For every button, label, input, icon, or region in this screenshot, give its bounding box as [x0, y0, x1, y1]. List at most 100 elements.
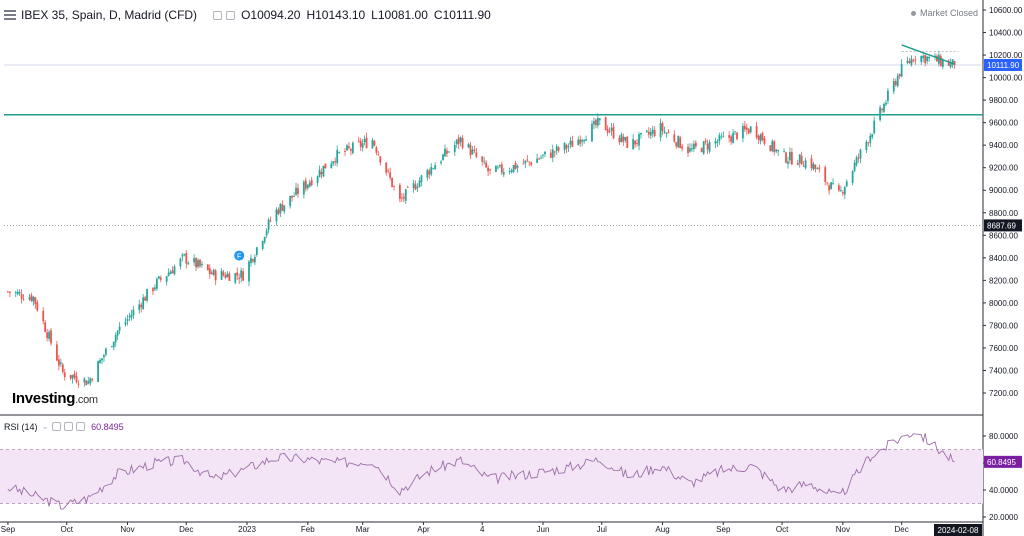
- candle-down: [297, 188, 299, 195]
- candle-up: [934, 55, 936, 57]
- settings-icon[interactable]: [226, 10, 236, 20]
- candle-up: [583, 139, 586, 142]
- candle-up: [900, 64, 903, 77]
- candle-up: [197, 259, 199, 267]
- price-tick-label: 9200.00: [989, 164, 1018, 173]
- rsi-visibility-icon[interactable]: [52, 422, 62, 431]
- rsi-dropdown-icon[interactable]: ⌄: [41, 421, 50, 431]
- candle-up: [816, 168, 819, 170]
- candle-up: [308, 182, 311, 187]
- candle-up: [130, 314, 133, 318]
- candle-up: [455, 139, 458, 145]
- candle-up: [632, 139, 635, 150]
- candle-down: [594, 119, 597, 126]
- candle-up: [787, 161, 789, 164]
- candle-up: [412, 183, 415, 189]
- candle-down: [661, 123, 664, 131]
- rsi-more-icon[interactable]: [76, 422, 86, 431]
- event-marker-glyph: F: [237, 254, 241, 261]
- candle-up: [512, 165, 515, 173]
- event-marker-icon[interactable]: [234, 250, 245, 261]
- candle-down: [402, 196, 405, 199]
- candle-up: [179, 258, 182, 267]
- candle-up: [720, 136, 723, 138]
- candle-up: [689, 148, 691, 152]
- candle-up: [551, 149, 554, 158]
- candle-up: [718, 135, 721, 142]
- candle-up: [418, 180, 421, 188]
- time-tick-label: Nov: [120, 525, 134, 534]
- candle-down: [745, 127, 748, 130]
- candle-down: [22, 298, 25, 300]
- candle-down: [199, 259, 201, 267]
- reference-price-badge-label: 8687.69: [987, 221, 1016, 230]
- candle-up: [855, 157, 858, 165]
- candle-down: [46, 332, 49, 339]
- candle-down: [50, 330, 52, 344]
- candle-up: [645, 130, 648, 132]
- candle-up: [663, 131, 666, 133]
- candle-down: [679, 137, 682, 149]
- candle-up: [351, 142, 354, 153]
- candle-down: [704, 140, 707, 143]
- candle-up: [83, 378, 86, 383]
- candle-up: [193, 258, 196, 263]
- candle-up: [453, 145, 456, 153]
- candle-up: [845, 181, 848, 187]
- candle-up: [404, 189, 407, 201]
- candle-down: [159, 277, 162, 280]
- candle-down: [42, 310, 45, 322]
- candle-down: [514, 163, 517, 169]
- candle-down: [350, 149, 352, 151]
- candle-up: [771, 141, 774, 152]
- candle-up: [692, 143, 695, 150]
- candle-down: [947, 60, 950, 66]
- candle-up: [830, 182, 832, 190]
- candle-down: [324, 163, 327, 169]
- candle-up: [920, 56, 923, 62]
- candle-down: [389, 172, 392, 178]
- candle-up: [732, 132, 734, 144]
- candle-up: [183, 254, 186, 256]
- high-value: H10143.10: [306, 8, 366, 22]
- candle-up: [87, 381, 90, 384]
- candle-down: [828, 185, 831, 191]
- candle-down: [857, 157, 860, 159]
- candle-up: [926, 56, 929, 62]
- candle-up: [101, 358, 103, 361]
- rsi-line: [7, 433, 955, 510]
- rsi-settings-icon[interactable]: [64, 422, 74, 431]
- menu-icon[interactable]: [4, 10, 16, 20]
- candle-up: [293, 196, 295, 197]
- price-tick-label: 9000.00: [989, 186, 1018, 195]
- candle-down: [359, 140, 362, 147]
- symbol-title[interactable]: IBEX 35, Spain, D, Madrid (CFD): [21, 8, 198, 22]
- candle-up: [896, 75, 899, 87]
- candle-down: [20, 294, 23, 299]
- candle-up: [18, 292, 21, 294]
- candle-up: [442, 154, 444, 161]
- candle-down: [694, 142, 697, 147]
- candle-up: [59, 362, 62, 364]
- candle-up: [306, 184, 309, 189]
- candle-up: [459, 137, 462, 143]
- candle-up: [591, 123, 593, 142]
- candle-up: [363, 138, 366, 143]
- rsi-band: [0, 449, 983, 504]
- candle-up: [789, 152, 791, 161]
- candle-up: [812, 163, 815, 170]
- candle-up: [126, 318, 129, 321]
- candle-down: [310, 180, 313, 186]
- candle-up: [116, 330, 119, 336]
- candle-up: [416, 187, 419, 189]
- candle-up: [714, 141, 717, 144]
- visibility-icon[interactable]: [213, 10, 223, 20]
- price-tick-label: 9800.00: [989, 96, 1018, 105]
- candle-down: [238, 277, 241, 279]
- rsi-label[interactable]: RSI (14): [4, 421, 38, 432]
- candle-down: [61, 364, 64, 373]
- candle-down: [222, 272, 225, 276]
- candle-down: [214, 270, 217, 281]
- candle-up: [261, 241, 264, 249]
